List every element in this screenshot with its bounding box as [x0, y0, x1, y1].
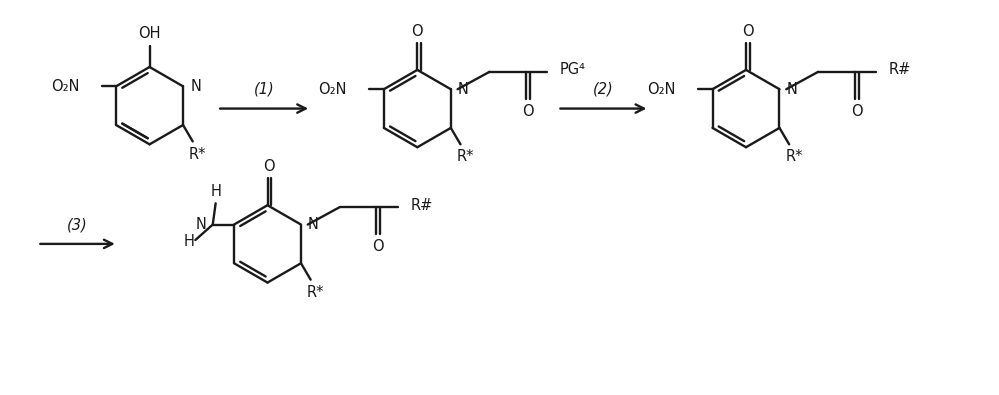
Text: N: N — [191, 79, 202, 94]
Text: R*: R* — [785, 149, 803, 164]
Text: (2): (2) — [593, 82, 613, 97]
Text: R*: R* — [457, 149, 475, 164]
Text: PG⁴: PG⁴ — [560, 62, 586, 77]
Text: R#: R# — [889, 62, 911, 77]
Text: O: O — [522, 104, 533, 119]
Text: O: O — [412, 24, 424, 39]
Text: (1): (1) — [254, 82, 275, 97]
Text: N: N — [458, 82, 469, 97]
Text: O: O — [742, 24, 754, 39]
Text: N: N — [786, 82, 797, 97]
Text: H: H — [210, 184, 221, 199]
Text: R#: R# — [411, 198, 433, 213]
Text: O: O — [373, 239, 385, 254]
Text: O: O — [264, 159, 276, 174]
Text: OH: OH — [138, 26, 161, 41]
Text: (3): (3) — [67, 217, 88, 232]
Text: O₂N: O₂N — [319, 82, 347, 97]
Text: O₂N: O₂N — [51, 79, 79, 94]
Text: O₂N: O₂N — [647, 82, 675, 97]
Text: O: O — [851, 104, 862, 119]
Text: N: N — [196, 217, 207, 232]
Text: N: N — [308, 217, 319, 232]
Text: H: H — [183, 235, 194, 250]
Text: R*: R* — [189, 147, 207, 162]
Text: R*: R* — [307, 285, 325, 300]
